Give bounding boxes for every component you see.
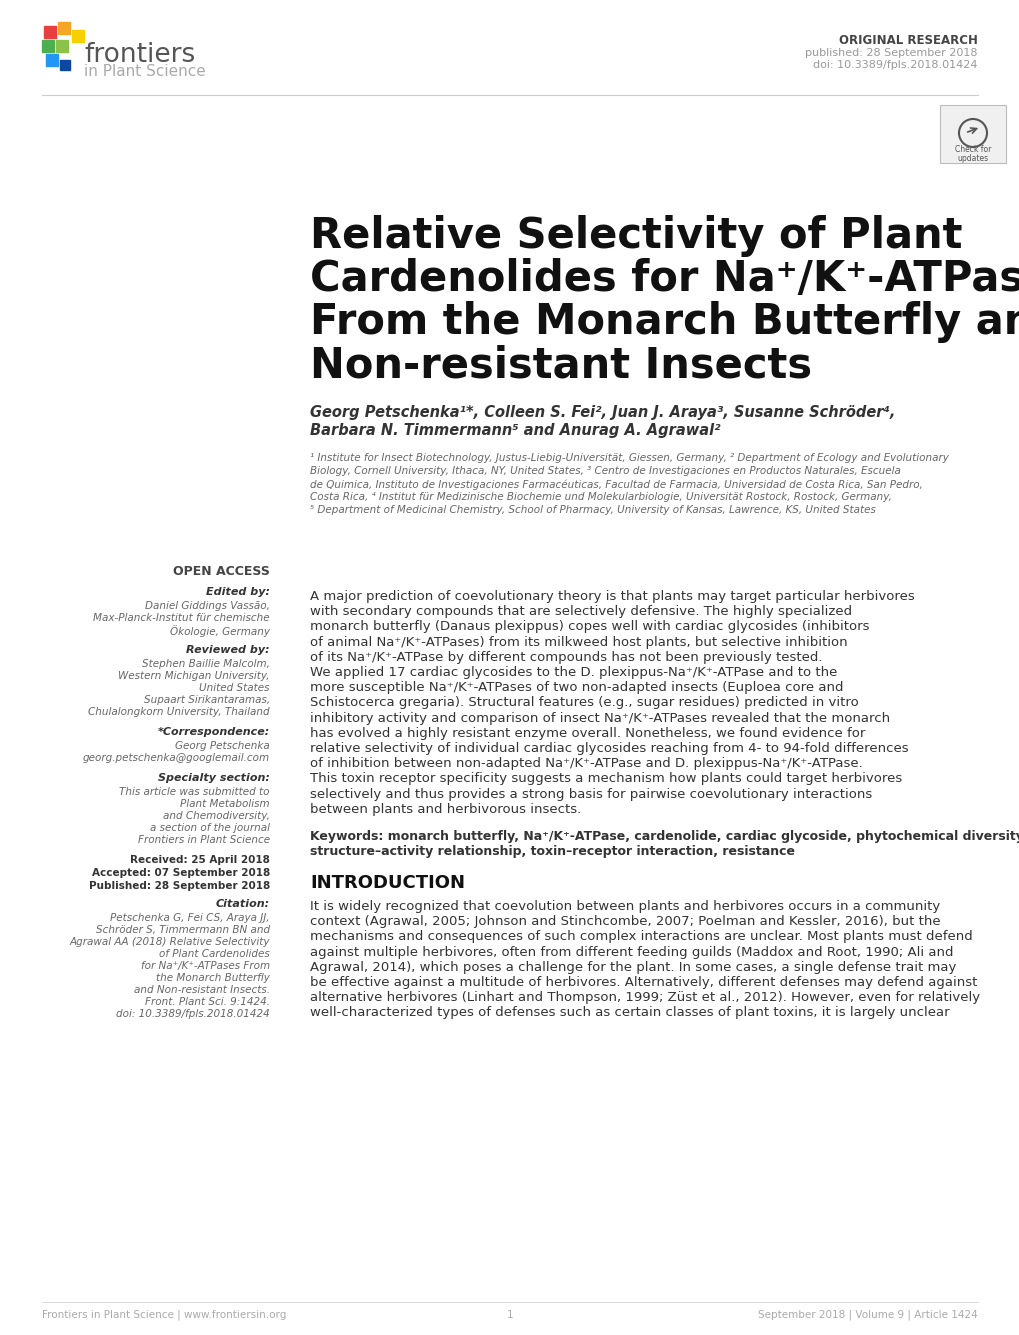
Text: and Non-resistant Insects.: and Non-resistant Insects. bbox=[133, 985, 270, 995]
Text: be effective against a multitude of herbivores. Alternatively, different defense: be effective against a multitude of herb… bbox=[310, 976, 976, 989]
Text: inhibitory activity and comparison of insect Na⁺/K⁺-ATPases revealed that the mo: inhibitory activity and comparison of in… bbox=[310, 712, 890, 725]
Text: Max-Planck-Institut für chemische: Max-Planck-Institut für chemische bbox=[94, 613, 270, 623]
Text: This article was submitted to: This article was submitted to bbox=[119, 788, 270, 797]
Text: Accepted: 07 September 2018: Accepted: 07 September 2018 bbox=[92, 868, 270, 878]
Text: Schistocerca gregaria). Structural features (e.g., sugar residues) predicted in : Schistocerca gregaria). Structural featu… bbox=[310, 697, 858, 709]
Text: Western Michigan University,: Western Michigan University, bbox=[118, 672, 270, 681]
Text: INTRODUCTION: INTRODUCTION bbox=[310, 874, 465, 892]
Text: Frontiers in Plant Science: Frontiers in Plant Science bbox=[138, 834, 270, 845]
Text: Non-resistant Insects: Non-resistant Insects bbox=[310, 344, 811, 386]
Text: Stephen Baillie Malcolm,: Stephen Baillie Malcolm, bbox=[142, 659, 270, 669]
Text: We applied 17 cardiac glycosides to the D. plexippus-Na⁺/K⁺-ATPase and to the: We applied 17 cardiac glycosides to the … bbox=[310, 666, 837, 680]
Text: for Na⁺/K⁺-ATPases From: for Na⁺/K⁺-ATPases From bbox=[141, 961, 270, 971]
Text: structure–activity relationship, toxin–receptor interaction, resistance: structure–activity relationship, toxin–r… bbox=[310, 845, 794, 858]
Text: Supaart Sirikantaramas,: Supaart Sirikantaramas, bbox=[144, 696, 270, 705]
Text: Chulalongkorn University, Thailand: Chulalongkorn University, Thailand bbox=[89, 708, 270, 717]
Text: Check for: Check for bbox=[954, 146, 990, 154]
Text: Citation:: Citation: bbox=[216, 898, 270, 909]
Text: Daniel Giddings Vassão,: Daniel Giddings Vassão, bbox=[145, 601, 270, 611]
Text: doi: 10.3389/fpls.2018.01424: doi: 10.3389/fpls.2018.01424 bbox=[116, 1009, 270, 1019]
Text: with secondary compounds that are selectively defensive. The highly specialized: with secondary compounds that are select… bbox=[310, 605, 851, 618]
Text: monarch butterfly (Danaus plexippus) copes well with cardiac glycosides (inhibit: monarch butterfly (Danaus plexippus) cop… bbox=[310, 621, 868, 633]
Text: It is widely recognized that coevolution between plants and herbivores occurs in: It is widely recognized that coevolution… bbox=[310, 900, 940, 913]
Text: relative selectivity of individual cardiac glycosides reaching from 4- to 94-fol: relative selectivity of individual cardi… bbox=[310, 742, 908, 756]
Text: more susceptible Na⁺/K⁺-ATPases of two non-adapted insects (Euploea core and: more susceptible Na⁺/K⁺-ATPases of two n… bbox=[310, 681, 843, 694]
Text: the Monarch Butterfly: the Monarch Butterfly bbox=[156, 973, 270, 983]
Text: Received: 25 April 2018: Received: 25 April 2018 bbox=[130, 854, 270, 865]
Text: Relative Selectivity of Plant: Relative Selectivity of Plant bbox=[310, 215, 962, 258]
Text: selectively and thus provides a strong basis for pairwise coevolutionary interac: selectively and thus provides a strong b… bbox=[310, 788, 871, 801]
Text: September 2018 | Volume 9 | Article 1424: September 2018 | Volume 9 | Article 1424 bbox=[757, 1310, 977, 1320]
Text: has evolved a highly resistant enzyme overall. Nonetheless, we found evidence fo: has evolved a highly resistant enzyme ov… bbox=[310, 726, 864, 740]
Text: Reviewed by:: Reviewed by: bbox=[186, 645, 270, 655]
Text: a section of the journal: a section of the journal bbox=[150, 822, 270, 833]
Text: Georg Petschenka¹*, Colleen S. Fei², Juan J. Araya³, Susanne Schröder⁴,: Georg Petschenka¹*, Colleen S. Fei², Jua… bbox=[310, 405, 895, 421]
Text: From the Monarch Butterfly and: From the Monarch Butterfly and bbox=[310, 300, 1019, 343]
Text: doi: 10.3389/fpls.2018.01424: doi: 10.3389/fpls.2018.01424 bbox=[813, 60, 977, 69]
Bar bbox=[42, 40, 54, 52]
Text: ¹ Institute for Insect Biotechnology, Justus-Liebig-Universität, Giessen, German: ¹ Institute for Insect Biotechnology, Ju… bbox=[310, 453, 948, 463]
Text: OPEN ACCESS: OPEN ACCESS bbox=[173, 565, 270, 578]
Text: Front. Plant Sci. 9:1424.: Front. Plant Sci. 9:1424. bbox=[145, 997, 270, 1007]
Text: published: 28 September 2018: published: 28 September 2018 bbox=[805, 48, 977, 57]
Text: Costa Rica, ⁴ Institut für Medizinische Biochemie und Molekularbiologie, Univers: Costa Rica, ⁴ Institut für Medizinische … bbox=[310, 493, 891, 502]
Text: de Quimica, Instituto de Investigaciones Farmacéuticas, Facultad de Farmacia, Un: de Quimica, Instituto de Investigaciones… bbox=[310, 479, 922, 490]
Text: Edited by:: Edited by: bbox=[206, 587, 270, 597]
Text: Specialty section:: Specialty section: bbox=[158, 773, 270, 784]
Text: well-characterized types of defenses such as certain classes of plant toxins, it: well-characterized types of defenses suc… bbox=[310, 1007, 949, 1020]
Bar bbox=[44, 25, 56, 37]
Bar bbox=[46, 53, 58, 65]
Text: context (Agrawal, 2005; Johnson and Stinchcombe, 2007; Poelman and Kessler, 2016: context (Agrawal, 2005; Johnson and Stin… bbox=[310, 916, 940, 928]
Text: Frontiers in Plant Science | www.frontiersin.org: Frontiers in Plant Science | www.frontie… bbox=[42, 1310, 286, 1320]
Text: against multiple herbivores, often from different feeding guilds (Maddox and Roo: against multiple herbivores, often from … bbox=[310, 945, 953, 959]
Bar bbox=[60, 60, 70, 69]
Text: Agrawal, 2014), which poses a challenge for the plant. In some cases, a single d: Agrawal, 2014), which poses a challenge … bbox=[310, 961, 956, 973]
Text: *Correspondence:: *Correspondence: bbox=[158, 728, 270, 737]
Bar bbox=[56, 40, 68, 52]
Text: Ökologie, Germany: Ökologie, Germany bbox=[170, 625, 270, 637]
Text: in Plant Science: in Plant Science bbox=[84, 64, 206, 79]
Text: Published: 28 September 2018: Published: 28 September 2018 bbox=[89, 881, 270, 890]
Bar bbox=[58, 21, 70, 33]
Text: ORIGINAL RESEARCH: ORIGINAL RESEARCH bbox=[839, 33, 977, 47]
Text: of its Na⁺/K⁺-ATPase by different compounds has not been previously tested.: of its Na⁺/K⁺-ATPase by different compou… bbox=[310, 650, 821, 663]
Text: alternative herbivores (Linhart and Thompson, 1999; Züst et al., 2012). However,: alternative herbivores (Linhart and Thom… bbox=[310, 991, 979, 1004]
Text: A major prediction of coevolutionary theory is that plants may target particular: A major prediction of coevolutionary the… bbox=[310, 590, 914, 603]
Text: Agrawal AA (2018) Relative Selectivity: Agrawal AA (2018) Relative Selectivity bbox=[69, 937, 270, 947]
Text: mechanisms and consequences of such complex interactions are unclear. Most plant: mechanisms and consequences of such comp… bbox=[310, 930, 972, 944]
Text: updates: updates bbox=[957, 154, 987, 163]
Text: Schröder S, Timmermann BN and: Schröder S, Timmermann BN and bbox=[96, 925, 270, 934]
Text: frontiers: frontiers bbox=[84, 41, 195, 68]
Text: ⁵ Department of Medicinal Chemistry, School of Pharmacy, University of Kansas, L: ⁵ Department of Medicinal Chemistry, Sch… bbox=[310, 505, 875, 515]
Text: United States: United States bbox=[200, 684, 270, 693]
Text: Barbara N. Timmermann⁵ and Anurag A. Agrawal²: Barbara N. Timmermann⁵ and Anurag A. Agr… bbox=[310, 423, 719, 438]
Text: Keywords: monarch butterfly, Na⁺/K⁺-ATPase, cardenolide, cardiac glycoside, phyt: Keywords: monarch butterfly, Na⁺/K⁺-ATPa… bbox=[310, 830, 1019, 842]
Text: This toxin receptor specificity suggests a mechanism how plants could target her: This toxin receptor specificity suggests… bbox=[310, 773, 902, 785]
Text: between plants and herbivorous insects.: between plants and herbivorous insects. bbox=[310, 802, 581, 816]
Text: Georg Petschenka: Georg Petschenka bbox=[175, 741, 270, 752]
Text: georg.petschenka@googlemail.com: georg.petschenka@googlemail.com bbox=[83, 753, 270, 764]
Text: of inhibition between non-adapted Na⁺/K⁺-ATPase and D. plexippus-Na⁺/K⁺-ATPase.: of inhibition between non-adapted Na⁺/K⁺… bbox=[310, 757, 862, 770]
Bar bbox=[940, 105, 1005, 163]
Text: and Chemodiversity,: and Chemodiversity, bbox=[163, 810, 270, 821]
Text: of animal Na⁺/K⁺-ATPases) from its milkweed host plants, but selective inhibitio: of animal Na⁺/K⁺-ATPases) from its milkw… bbox=[310, 635, 847, 649]
Text: 1: 1 bbox=[506, 1310, 513, 1320]
Text: Plant Metabolism: Plant Metabolism bbox=[180, 800, 270, 809]
Text: Biology, Cornell University, Ithaca, NY, United States, ³ Centro de Investigacio: Biology, Cornell University, Ithaca, NY,… bbox=[310, 466, 900, 477]
Text: of Plant Cardenolides: of Plant Cardenolides bbox=[159, 949, 270, 959]
Text: Cardenolides for Na⁺/K⁺-ATPases: Cardenolides for Na⁺/K⁺-ATPases bbox=[310, 258, 1019, 300]
Text: Petschenka G, Fei CS, Araya JJ,: Petschenka G, Fei CS, Araya JJ, bbox=[110, 913, 270, 922]
Bar bbox=[72, 29, 84, 41]
